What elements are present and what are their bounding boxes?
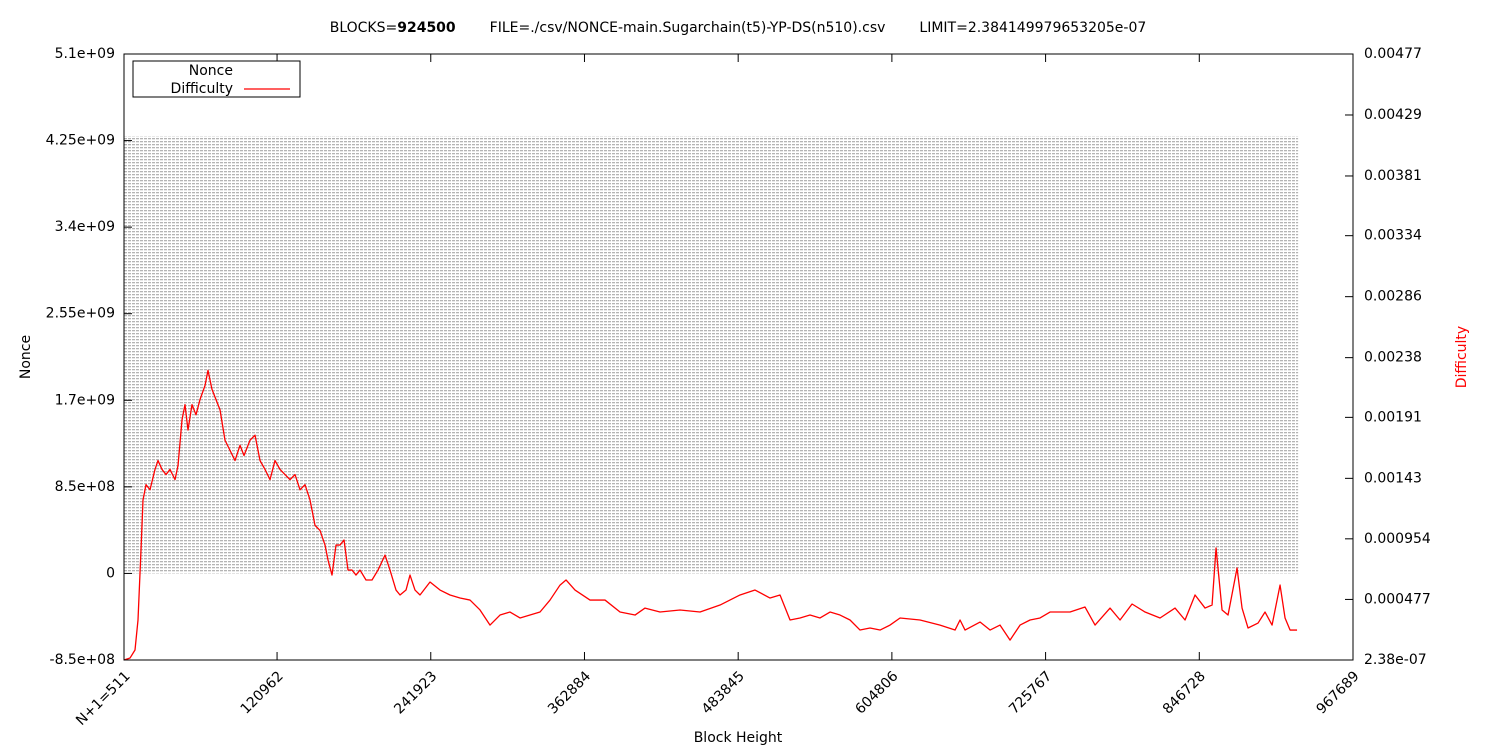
y-tick-label: 0 [106, 565, 115, 581]
difficulty-line [123, 369, 1298, 661]
nonce-range [124, 135, 1299, 574]
y2-tick-label: 0.00429 [1364, 107, 1422, 123]
title-part: 924500 [397, 20, 456, 36]
y2-tick-label: 0.000477 [1364, 591, 1431, 607]
y2-tick-label: 0.00381 [1364, 168, 1422, 184]
title-part: BLOCKS= [330, 20, 398, 36]
y-tick-label: 4.25e+09 [46, 133, 115, 149]
y-axis-label: Nonce [18, 335, 34, 379]
y-tick-label: 1.7e+09 [55, 392, 115, 408]
y2-tick-label: 0.00286 [1364, 289, 1422, 305]
y2-tick-label: 0.00334 [1364, 228, 1422, 244]
y2-tick-label: 0.00143 [1364, 470, 1422, 486]
chart-title: BLOCKS=924500 FILE=./csv/NONCE-main.Sugar… [330, 20, 1147, 36]
y2-tick-label: 2.38e-07 [1364, 652, 1427, 668]
y-tick-label: -8.5e+08 [50, 652, 115, 668]
title-part: FILE=./csv/NONCE-main.Sugarchain(t5)-YP-… [490, 20, 886, 36]
y-tick-label: 5.1e+09 [55, 46, 115, 62]
y-tick-label: 8.5e+08 [55, 479, 115, 495]
y-tick-label: 2.55e+09 [46, 306, 115, 322]
y2-axis-label: Difficulty [1454, 326, 1470, 388]
legend-box [132, 60, 301, 98]
legend-label: Nonce [189, 63, 233, 79]
x-axis-label: Block Height [694, 730, 783, 746]
legend-label: Difficulty [171, 81, 233, 97]
plot-area [123, 135, 1299, 661]
y2-tick-label: 0.00238 [1364, 350, 1422, 366]
y2-tick-label: 0.000954 [1364, 531, 1431, 547]
y2-tick-label: 0.00477 [1364, 46, 1422, 62]
title-part: LIMIT=2.384149979653205e-07 [919, 20, 1146, 36]
y-tick-label: 3.4e+09 [55, 219, 115, 235]
y2-tick-label: 0.00191 [1364, 409, 1422, 425]
